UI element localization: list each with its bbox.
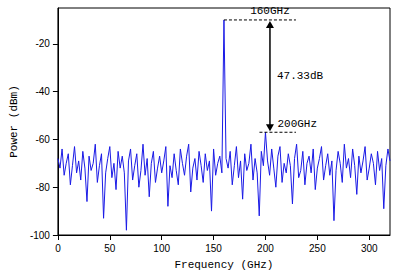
svg-text:250: 250 (309, 243, 326, 254)
svg-text:0: 0 (55, 243, 61, 254)
svg-text:200: 200 (257, 243, 274, 254)
svg-text:100: 100 (153, 243, 170, 254)
svg-text:-100: -100 (30, 230, 50, 241)
svg-text:160GHz: 160GHz (250, 5, 290, 17)
svg-text:-80: -80 (35, 182, 50, 193)
svg-text:200GHz: 200GHz (277, 118, 317, 130)
svg-text:50: 50 (104, 243, 116, 254)
svg-text:300: 300 (361, 243, 378, 254)
svg-text:-20: -20 (35, 38, 50, 49)
svg-text:Frequency (GHz): Frequency (GHz) (174, 259, 273, 271)
svg-text:150: 150 (205, 243, 222, 254)
svg-text:47.33dB: 47.33dB (277, 70, 324, 82)
svg-text:-60: -60 (35, 134, 50, 145)
svg-text:Power (dBm): Power (dBm) (8, 85, 20, 158)
svg-text:-40: -40 (35, 86, 50, 97)
